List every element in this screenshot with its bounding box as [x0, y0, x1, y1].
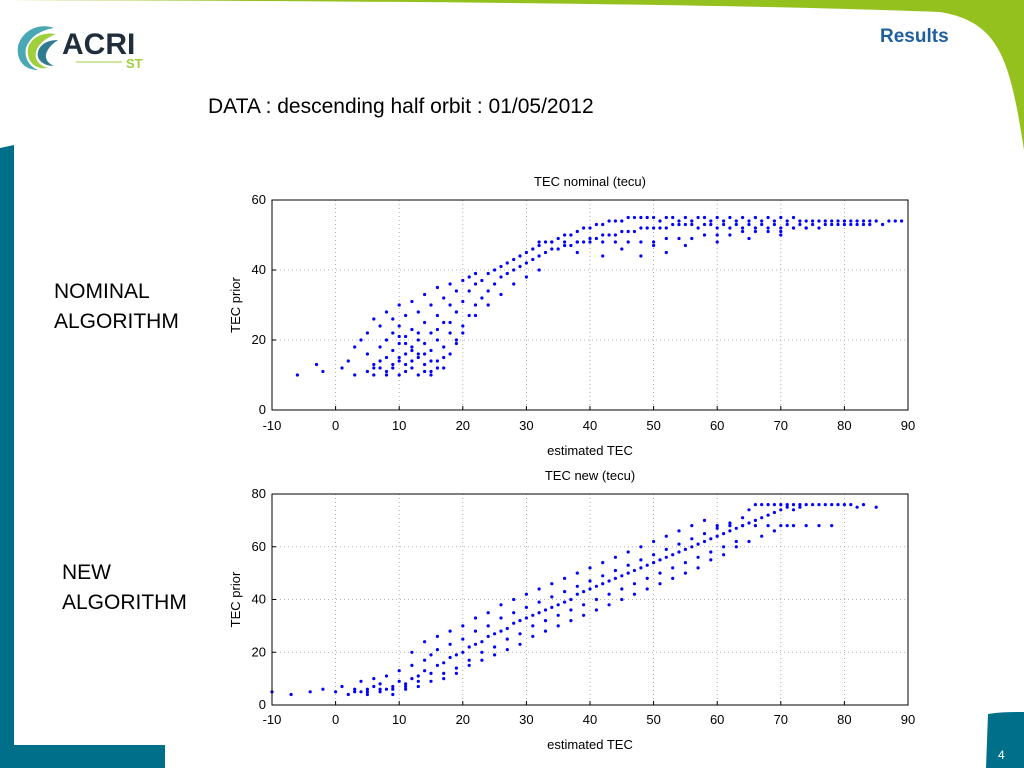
new-label-line2: ALGORITHM — [62, 591, 187, 614]
logo-text: ACRI — [62, 28, 135, 61]
corner-teal-block — [986, 712, 1024, 768]
nominal-label-line2: ALGORITHM — [54, 310, 179, 333]
slide-subtitle: DATA : descending half orbit : 01/05/201… — [208, 95, 594, 118]
nominal-label-line1: NOMINAL — [54, 280, 150, 303]
bottom-teal-band — [0, 745, 165, 768]
section-title: Results — [880, 26, 949, 47]
right-teal-band — [1010, 150, 1024, 620]
new-label-line1: NEW — [62, 561, 111, 584]
acri-st-logo: ACRI ST — [17, 26, 143, 71]
new-algorithm-label: NEW ALGORITHM — [62, 558, 187, 618]
logo-wave-icon — [17, 26, 58, 70]
nominal-algorithm-label: NOMINAL ALGORITHM — [54, 277, 179, 337]
logo-subtext: ST — [126, 56, 143, 71]
left-teal-band — [0, 145, 14, 748]
page-number: 4 — [998, 748, 1005, 762]
